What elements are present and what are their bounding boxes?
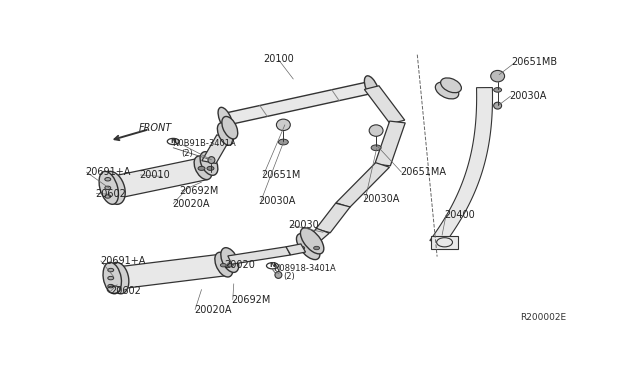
- Ellipse shape: [105, 195, 111, 198]
- Text: 20030A: 20030A: [363, 194, 400, 204]
- Polygon shape: [316, 203, 350, 233]
- Bar: [431, 236, 458, 250]
- Text: N0B91B-3401A: N0B91B-3401A: [172, 139, 236, 148]
- Ellipse shape: [440, 78, 461, 93]
- Text: 20651MB: 20651MB: [511, 57, 557, 67]
- Text: 20030A: 20030A: [509, 91, 547, 101]
- Ellipse shape: [300, 228, 324, 254]
- Ellipse shape: [222, 116, 237, 139]
- Text: (2): (2): [182, 149, 193, 158]
- Ellipse shape: [218, 108, 232, 131]
- Ellipse shape: [278, 139, 288, 145]
- Polygon shape: [297, 228, 329, 250]
- Ellipse shape: [314, 246, 319, 250]
- Polygon shape: [375, 121, 405, 166]
- Ellipse shape: [371, 145, 381, 151]
- Ellipse shape: [227, 263, 233, 267]
- Text: 20691+A: 20691+A: [85, 167, 131, 177]
- Ellipse shape: [296, 234, 320, 260]
- Text: 20691+A: 20691+A: [100, 256, 145, 266]
- Ellipse shape: [108, 268, 114, 272]
- Polygon shape: [113, 254, 225, 289]
- Text: 20651M: 20651M: [261, 170, 300, 180]
- Polygon shape: [202, 135, 231, 163]
- Polygon shape: [286, 244, 305, 255]
- Polygon shape: [430, 87, 493, 244]
- Text: 20100: 20100: [263, 54, 294, 64]
- Text: 20602: 20602: [95, 189, 125, 199]
- Ellipse shape: [103, 262, 122, 294]
- Ellipse shape: [491, 70, 504, 82]
- Polygon shape: [336, 163, 390, 207]
- Text: 20692M: 20692M: [179, 186, 219, 196]
- Ellipse shape: [299, 246, 305, 250]
- Ellipse shape: [207, 166, 214, 170]
- Ellipse shape: [102, 171, 125, 204]
- Ellipse shape: [198, 166, 205, 170]
- Ellipse shape: [215, 252, 233, 277]
- Ellipse shape: [221, 248, 239, 272]
- Ellipse shape: [493, 102, 502, 109]
- Text: 20692M: 20692M: [231, 295, 271, 305]
- Ellipse shape: [105, 186, 111, 190]
- Ellipse shape: [99, 171, 118, 204]
- Text: 20020A: 20020A: [194, 305, 232, 315]
- Text: N: N: [170, 138, 176, 144]
- Text: 20020A: 20020A: [172, 199, 209, 209]
- Ellipse shape: [105, 177, 111, 181]
- Text: 20602: 20602: [110, 286, 141, 296]
- Text: R200002E: R200002E: [520, 314, 566, 323]
- Ellipse shape: [364, 76, 379, 99]
- Ellipse shape: [369, 125, 383, 136]
- Ellipse shape: [276, 119, 291, 131]
- Text: FRONT: FRONT: [138, 123, 172, 133]
- Text: 20651MA: 20651MA: [400, 167, 446, 177]
- Polygon shape: [364, 86, 404, 124]
- Polygon shape: [228, 247, 291, 264]
- Text: 20030: 20030: [288, 220, 319, 230]
- Ellipse shape: [108, 276, 114, 280]
- Ellipse shape: [493, 87, 502, 92]
- Text: 20030A: 20030A: [259, 196, 296, 206]
- Text: 20400: 20400: [445, 210, 476, 220]
- Text: 20020: 20020: [224, 260, 255, 270]
- Polygon shape: [106, 159, 208, 198]
- Ellipse shape: [200, 152, 218, 175]
- Text: N08918-3401A: N08918-3401A: [273, 264, 336, 273]
- Ellipse shape: [275, 272, 282, 278]
- Polygon shape: [224, 82, 375, 124]
- Ellipse shape: [208, 157, 215, 164]
- Ellipse shape: [435, 82, 459, 99]
- Ellipse shape: [194, 156, 212, 180]
- Ellipse shape: [220, 263, 227, 267]
- Text: 20010: 20010: [140, 170, 170, 180]
- Ellipse shape: [109, 262, 129, 294]
- Ellipse shape: [218, 123, 233, 145]
- Ellipse shape: [108, 284, 114, 288]
- Text: (2): (2): [284, 272, 295, 281]
- Text: N: N: [269, 263, 275, 269]
